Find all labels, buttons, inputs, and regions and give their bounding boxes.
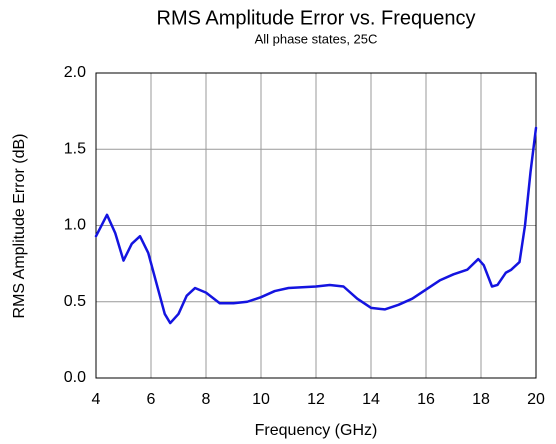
y-tick-label: 1.5 (64, 140, 86, 157)
x-tick-label: 20 (527, 391, 545, 408)
y-tick-label: 2.0 (64, 64, 86, 81)
x-tick-label: 10 (252, 391, 270, 408)
y-tick-label: 0.0 (64, 369, 86, 386)
y-tick-label: 1.0 (64, 217, 86, 234)
x-tick-label: 12 (307, 391, 325, 408)
x-tick-label: 14 (362, 391, 380, 408)
x-axis-label: Frequency (GHz) (255, 422, 378, 439)
y-tick-label: 0.5 (64, 293, 86, 310)
y-axis-label: RMS Amplitude Error (dB) (11, 134, 28, 319)
data-line (94, 126, 538, 325)
x-tick-label: 6 (147, 391, 156, 408)
x-tick-label: 8 (202, 391, 211, 408)
x-tick-label: 4 (92, 391, 101, 408)
x-tick-label: 16 (417, 391, 435, 408)
x-tick-label: 18 (472, 391, 490, 408)
chart-subtitle: All phase states, 25C (255, 31, 378, 46)
plot-frame (95, 72, 537, 379)
chart-title: RMS Amplitude Error vs. Frequency (157, 7, 476, 29)
